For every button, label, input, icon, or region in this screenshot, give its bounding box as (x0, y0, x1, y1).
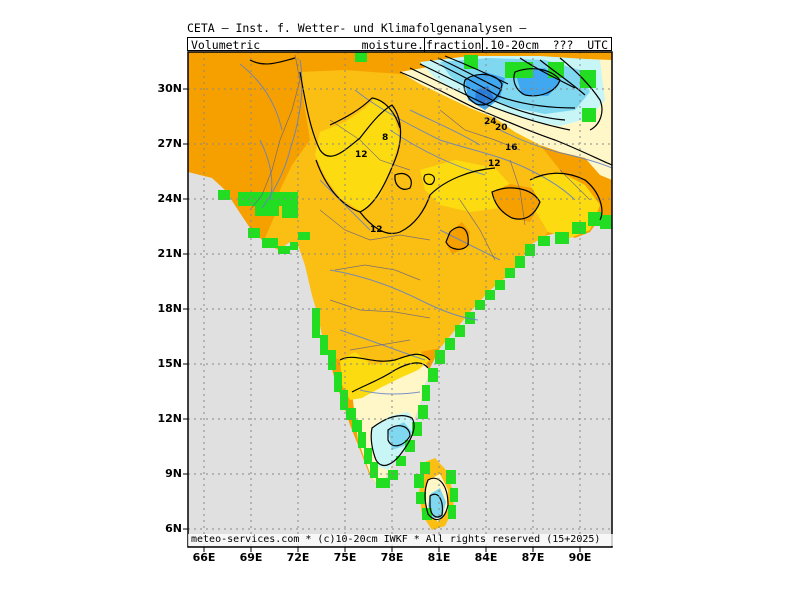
contour-label: 12 (355, 150, 368, 160)
axis-ticks (183, 88, 581, 552)
dry-spot-east (492, 184, 540, 222)
units-prefix: moisture. (361, 38, 424, 52)
contour-label: 24 (484, 117, 497, 127)
lon-label: 69E (239, 551, 263, 564)
zone-yellow-north (315, 98, 400, 212)
lat-label: 24N (157, 192, 182, 205)
lon-label: 81E (427, 551, 451, 564)
lat-label: 27N (157, 137, 182, 150)
contour-label: 8 (382, 133, 388, 143)
lat-lon-grid (188, 52, 612, 547)
map-title-line1: CETA — Inst. f. Wetter- und Klimafolgena… (187, 21, 527, 35)
contour-label: 12 (488, 159, 501, 169)
lon-label: 87E (521, 551, 545, 564)
contour-label: 16 (505, 143, 518, 153)
lon-label: 90E (568, 551, 592, 564)
zone-yellow-central (420, 160, 515, 212)
map-frame (187, 51, 613, 548)
variable-units: moisture. fraction .10-20cm ??? UTC (361, 37, 608, 53)
contour-label: 20 (495, 123, 508, 133)
variable-label: Volumetric (191, 38, 261, 52)
contour-lines (249, 55, 612, 521)
dry-spot-central (446, 222, 470, 254)
lat-label: 6N (165, 522, 182, 535)
contour-label-group: 8 12 12 12 16 20 24 (355, 117, 518, 235)
zone-cyan-south (388, 422, 412, 450)
lat-label: 30N (157, 82, 182, 95)
units-box: fraction (423, 37, 484, 53)
copyright-footer: meteo-services.com * (c)10-20cm IWKF * A… (188, 534, 614, 546)
lat-label: 18N (157, 302, 182, 315)
lon-label: 75E (333, 551, 357, 564)
lon-label: 72E (286, 551, 310, 564)
lat-label: 21N (157, 247, 182, 260)
map-title-line2: Volumetric moisture. fraction .10-20cm ???… (187, 37, 612, 53)
lat-label: 12N (157, 412, 182, 425)
lat-label: 15N (157, 357, 182, 370)
units-suffix: .10-20cm ??? UTC (483, 38, 608, 52)
lon-label: 84E (474, 551, 498, 564)
zone-yellow-east (530, 172, 600, 238)
lon-label: 78E (380, 551, 404, 564)
srilanka-cyan (428, 488, 446, 518)
contour-label: 12 (370, 225, 383, 235)
lat-label: 9N (165, 467, 182, 480)
lon-label: 66E (192, 551, 216, 564)
